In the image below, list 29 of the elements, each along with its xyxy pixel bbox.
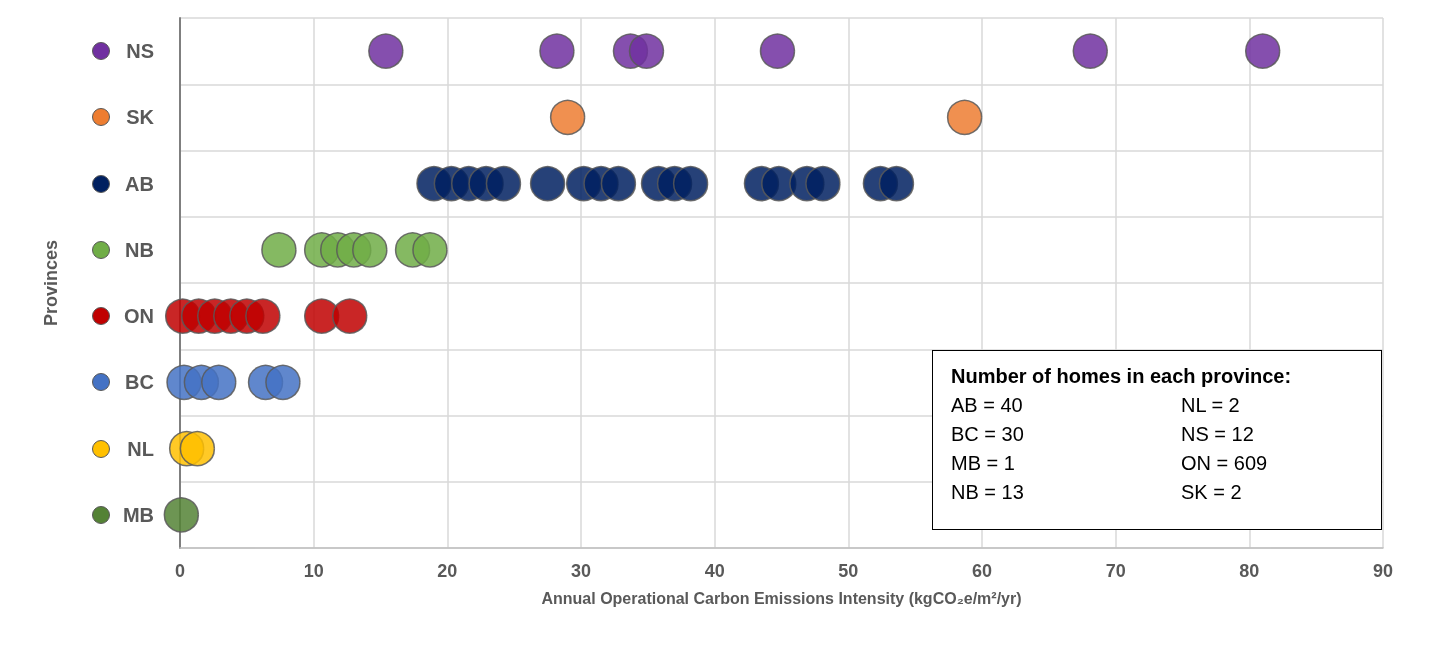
x-tick-label: 50: [838, 561, 859, 581]
x-tick-label: 70: [1105, 561, 1126, 581]
x-tick-label: 80: [1239, 561, 1260, 581]
y-tick-label: SK: [126, 106, 155, 129]
y-tick-label: NB: [125, 238, 154, 261]
y-tick-label: ON: [124, 305, 154, 328]
annotation: SK = 2: [1181, 481, 1243, 504]
y-axis-title: Provinces: [41, 239, 61, 327]
x-tick-label: 30: [570, 561, 592, 581]
annotation: Number of homes in each province:: [951, 365, 1293, 388]
y-tick-label: AB: [125, 172, 154, 195]
x-tick-label: 60: [971, 561, 993, 581]
x-axis-title: Annual Operational Carbon Emissions Intensity (kgCO₂e/m²/yr): [541, 589, 1022, 607]
y-tick-label: NL: [127, 437, 154, 460]
x-tick-label: 0: [174, 561, 186, 581]
y-tick-label: MB: [122, 503, 154, 526]
annotation: BC = 30: [951, 423, 1025, 446]
x-tick-label: 90: [1372, 561, 1394, 581]
annotation: NB = 13: [951, 481, 1025, 504]
annotation: NL = 2: [1181, 394, 1241, 417]
y-tick-label: NS: [126, 40, 154, 63]
x-tick-label: 40: [704, 561, 725, 581]
annotation: NS = 12: [1181, 423, 1255, 446]
annotation: MB = 1: [951, 452, 1016, 475]
x-tick-label: 20: [437, 561, 458, 581]
x-tick-label: 10: [303, 561, 324, 581]
annotation: ON = 609: [1181, 452, 1269, 475]
annotation: AB = 40: [951, 394, 1024, 417]
y-tick-label: BC: [125, 371, 154, 394]
